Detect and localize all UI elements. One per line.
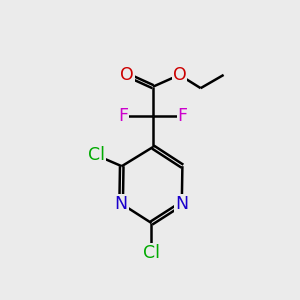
Text: Cl: Cl [88, 146, 105, 164]
Text: N: N [175, 195, 188, 213]
Text: O: O [120, 66, 134, 84]
Text: F: F [118, 107, 128, 125]
Text: N: N [115, 195, 128, 213]
Text: O: O [172, 66, 186, 84]
Text: Cl: Cl [143, 244, 160, 262]
Text: F: F [177, 107, 188, 125]
